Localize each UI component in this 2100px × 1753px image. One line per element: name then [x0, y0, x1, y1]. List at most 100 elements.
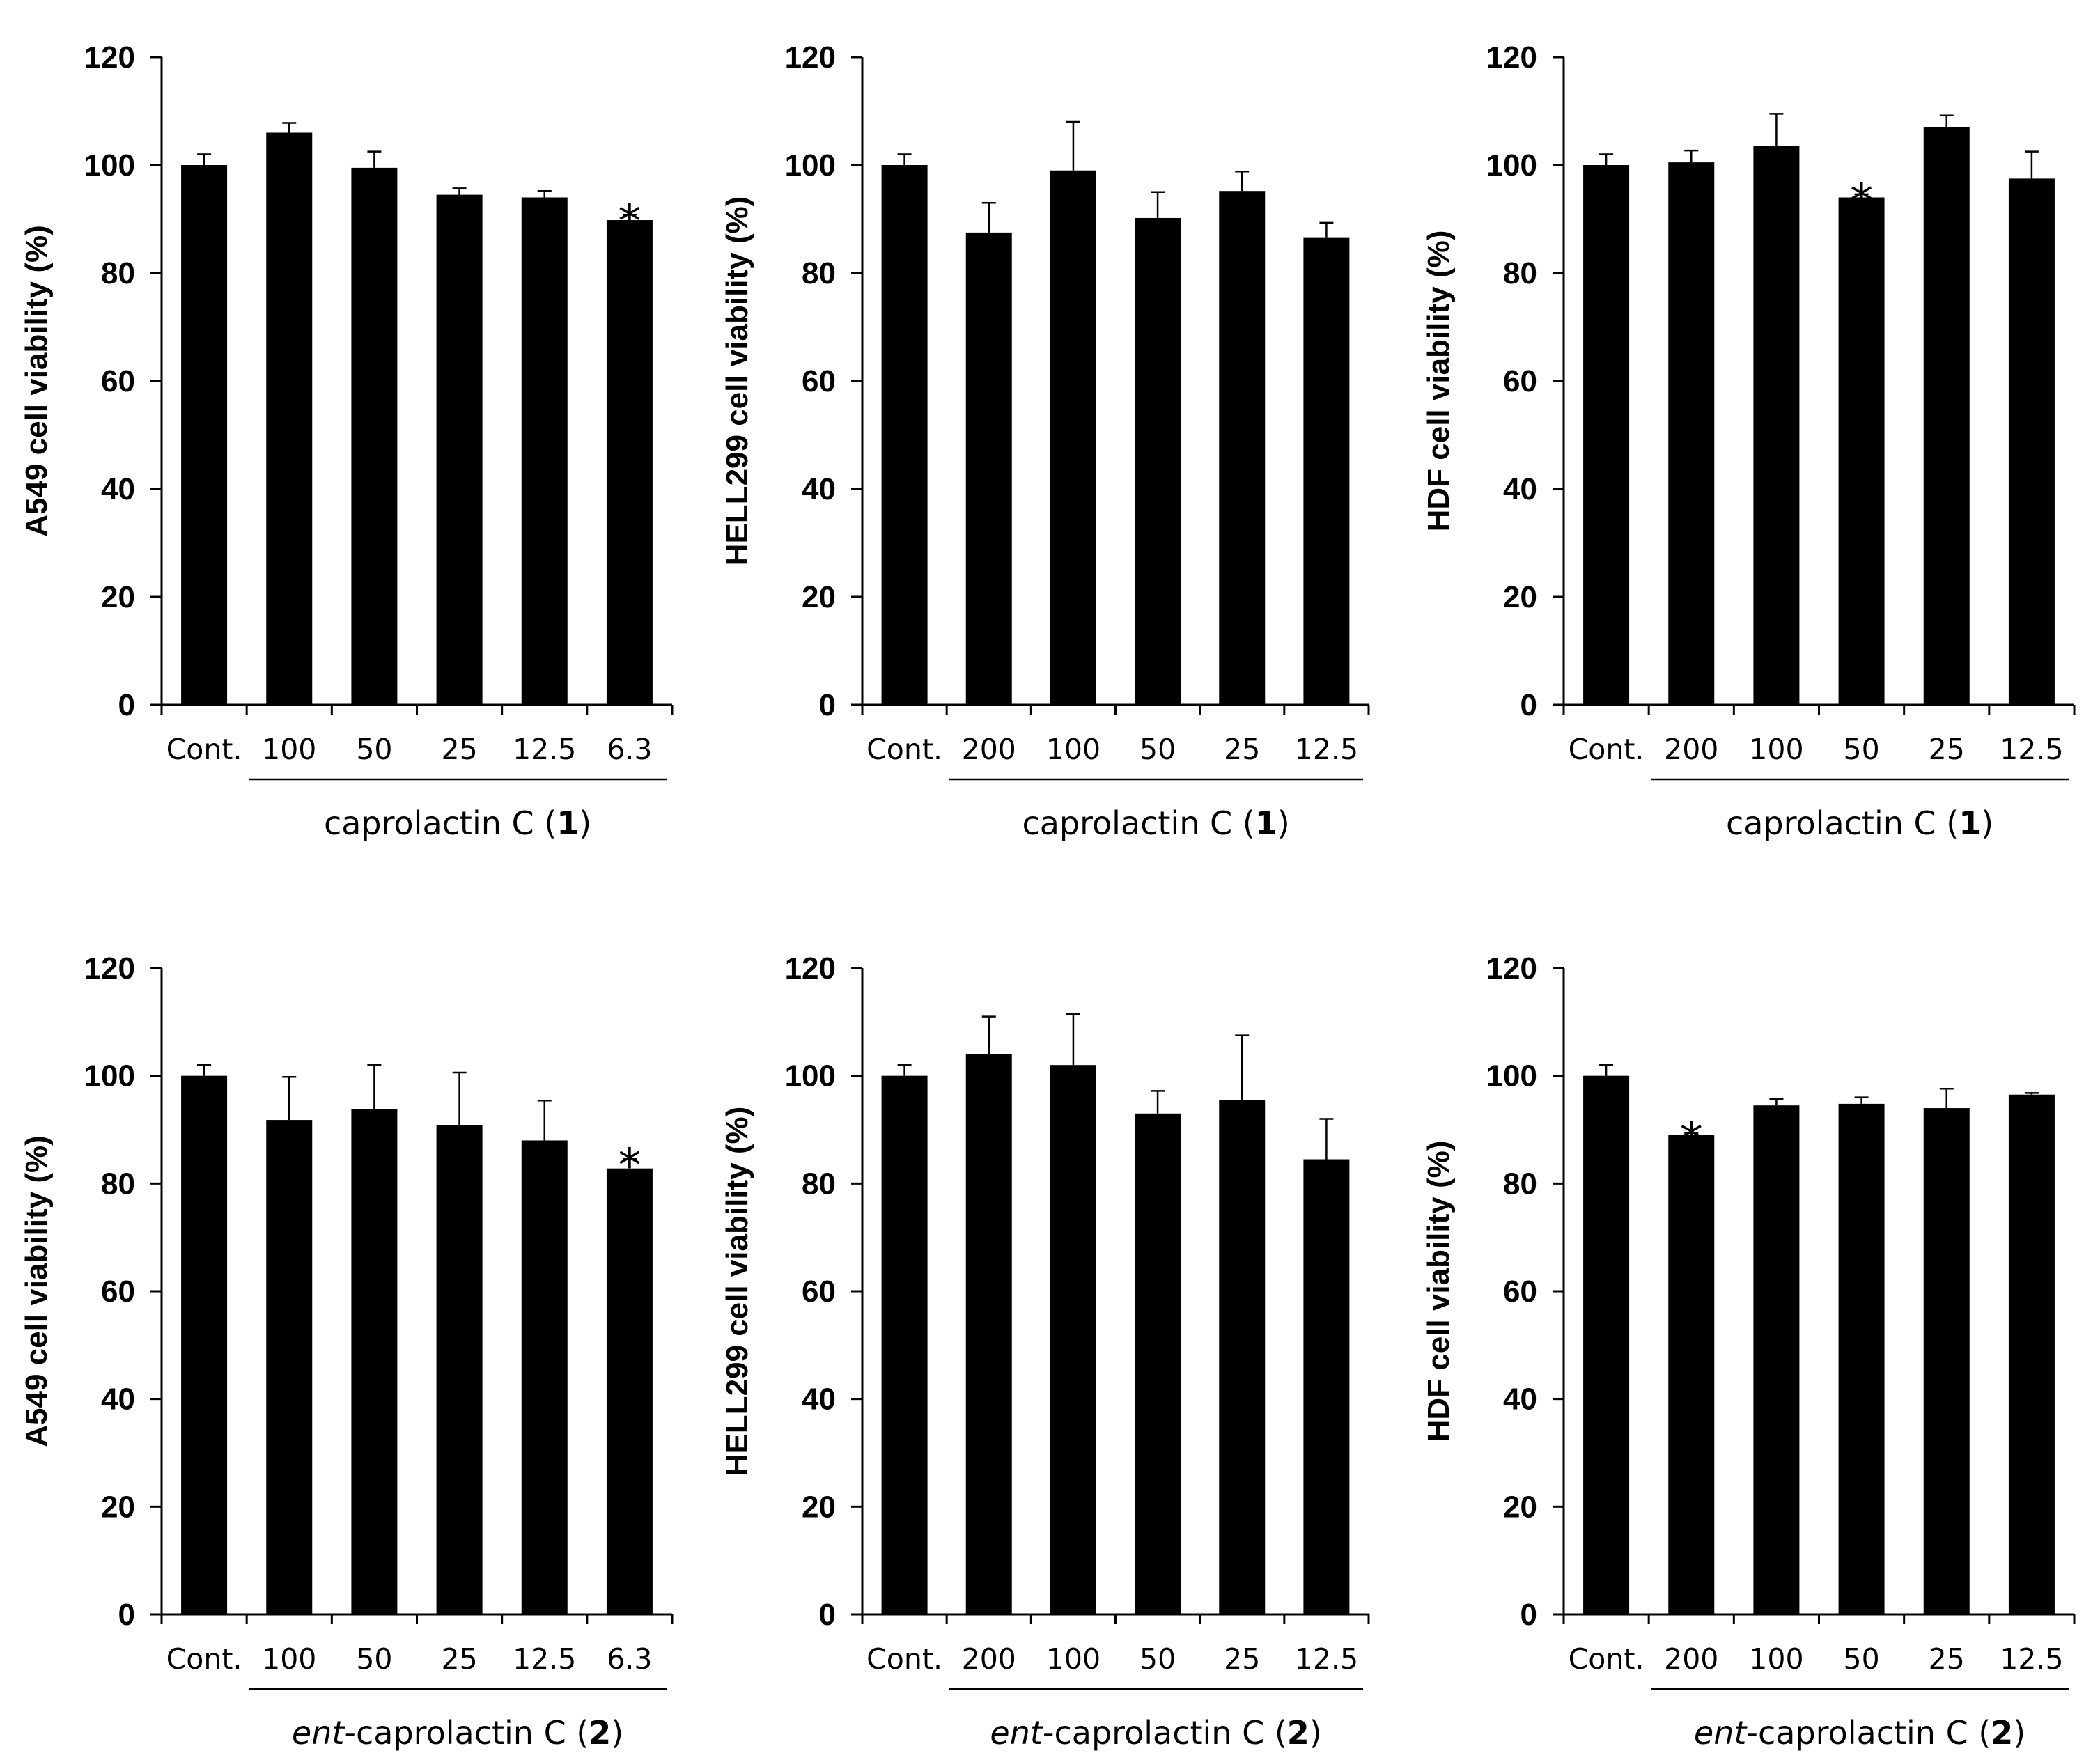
- y-axis-title: HDF cell viability (%): [1422, 231, 1456, 532]
- x-axis-title: ent-caprolactin C (2): [990, 1714, 1321, 1752]
- chart-panel-1: 0 20 40 60 80 100 120 A549 cell viability (%) Co…: [20, 40, 674, 842]
- compound-paren-close: ): [1309, 1714, 1322, 1752]
- y-tick-label: 60: [1503, 1275, 1537, 1309]
- bar: [1668, 1135, 1715, 1614]
- significance-marker: *: [618, 1139, 641, 1192]
- category-label: 200: [962, 733, 1016, 766]
- category-label: 12.5: [2000, 733, 2063, 766]
- category-label: 200: [1664, 733, 1718, 766]
- compound-number: 2: [1287, 1714, 1309, 1752]
- category-label: 25: [441, 1642, 477, 1676]
- category-label: 100: [1749, 1642, 1803, 1676]
- y-tick-label: 80: [1503, 1167, 1537, 1201]
- chart-panel-6: 0 20 40 60 80 100 120 HDF cell viability (%) Con…: [1422, 951, 2076, 1752]
- compound-name: caprolactin C: [1726, 804, 1936, 842]
- y-tick-label: 60: [1503, 364, 1537, 398]
- category-label: 25: [1224, 1642, 1260, 1676]
- compound-paren-close: ): [611, 1714, 623, 1752]
- y-tick-label: 60: [802, 1275, 836, 1309]
- bar: [881, 1075, 928, 1614]
- bar: [1583, 1075, 1630, 1614]
- compound-prefix: ent: [1694, 1714, 1748, 1752]
- y-tick-label: 20: [1503, 580, 1537, 614]
- category-label: 50: [1843, 733, 1879, 766]
- y-tick-label: 20: [1503, 1490, 1537, 1524]
- category-label: 12.5: [1295, 733, 1358, 766]
- category-label: 50: [1843, 1642, 1879, 1676]
- y-tick-label: 100: [1486, 148, 1537, 182]
- y-tick-label: 100: [84, 1059, 135, 1093]
- bar: [881, 165, 928, 705]
- bar: [965, 232, 1012, 705]
- category-label: 25: [1929, 733, 1965, 766]
- y-tick-label: 40: [1503, 1382, 1537, 1417]
- compound-number: 2: [1991, 1714, 2013, 1752]
- category-label: Cont.: [166, 1642, 242, 1676]
- y-axis-title: HDF cell viability (%): [1422, 1141, 1456, 1442]
- category-label: 25: [1224, 733, 1260, 766]
- bar: [436, 1125, 483, 1614]
- y-tick-label: 60: [101, 364, 135, 398]
- bar: [521, 1140, 568, 1614]
- y-tick-label: 120: [1486, 951, 1537, 985]
- compound-name: -caprolactin C: [1043, 1714, 1264, 1752]
- y-tick-label: 40: [802, 1382, 836, 1417]
- category-label: Cont.: [1569, 733, 1644, 766]
- category-label: Cont.: [866, 1642, 942, 1676]
- bar: [1753, 146, 1800, 705]
- compound-paren-close: ): [2013, 1714, 2025, 1752]
- y-axis-title: HELL299 cell viability (%): [720, 1107, 754, 1477]
- category-label: 12.5: [513, 733, 576, 766]
- compound-number: 2: [589, 1714, 611, 1752]
- category-label: 25: [1929, 1642, 1965, 1676]
- category-label: 50: [1140, 1642, 1176, 1676]
- category-label: 12.5: [2000, 1642, 2063, 1676]
- bar: [521, 197, 568, 705]
- y-axis-title: HELL299 cell viability (%): [720, 196, 754, 566]
- significance-marker: *: [1850, 174, 1873, 228]
- y-tick-label: 60: [101, 1275, 135, 1309]
- chart-panel-5: 0 20 40 60 80 100 120 HELL299 cell viability (%…: [720, 951, 1370, 1752]
- y-axis-title: A549 cell viability (%): [20, 225, 54, 537]
- x-axis-title: caprolactin C (1): [1022, 804, 1289, 842]
- y-tick-label: 20: [802, 580, 836, 614]
- chart-panel-4: 0 20 40 60 80 100 120 A549 cell viability (%) Co…: [20, 951, 674, 1752]
- bar: [351, 167, 398, 705]
- compound-name: -caprolactin C: [1746, 1714, 1968, 1752]
- y-tick-label: 0: [1520, 688, 1537, 722]
- compound-name: caprolactin C: [1022, 804, 1232, 842]
- y-tick-label: 80: [101, 1167, 135, 1201]
- bar: [1838, 197, 1885, 705]
- bar: [2008, 178, 2055, 705]
- bar: [2008, 1094, 2055, 1614]
- compound-paren-close: ): [579, 804, 591, 842]
- y-tick-label: 0: [819, 688, 836, 722]
- y-axis-title: A549 cell viability (%): [20, 1135, 54, 1447]
- x-axis-title: ent-caprolactin C (2): [1694, 1714, 2025, 1752]
- compound-paren-open: (: [1968, 1714, 1991, 1752]
- bar: [1219, 191, 1266, 705]
- compound-paren-open: (: [534, 804, 557, 842]
- y-tick-label: 40: [802, 472, 836, 506]
- bar: [1668, 162, 1715, 705]
- y-tick-label: 0: [118, 688, 135, 722]
- category-label: 200: [1664, 1642, 1718, 1676]
- category-label: 6.3: [607, 1642, 652, 1676]
- y-tick-label: 80: [1503, 256, 1537, 290]
- chart-panel-3: 0 20 40 60 80 100 120 HDF cell viability (%) Con…: [1422, 40, 2076, 842]
- y-tick-label: 100: [785, 1059, 836, 1093]
- y-tick-label: 100: [1486, 1059, 1537, 1093]
- significance-marker: *: [1680, 1113, 1703, 1167]
- y-tick-label: 120: [84, 951, 135, 985]
- category-label: Cont.: [1569, 1642, 1644, 1676]
- category-label: Cont.: [166, 733, 242, 766]
- compound-paren-open: (: [1232, 804, 1255, 842]
- y-tick-label: 80: [802, 256, 836, 290]
- y-tick-label: 80: [802, 1167, 836, 1201]
- y-tick-label: 20: [802, 1490, 836, 1524]
- y-tick-label: 80: [101, 256, 135, 290]
- y-tick-label: 120: [785, 40, 836, 75]
- category-label: 25: [441, 733, 477, 766]
- x-axis-title: ent-caprolactin C (2): [292, 1714, 623, 1752]
